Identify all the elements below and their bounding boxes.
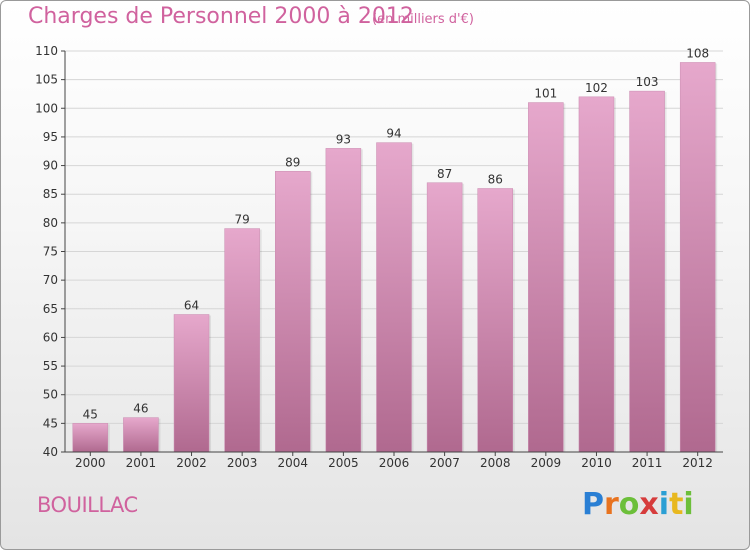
bar-2002: [173, 314, 210, 453]
data-label-2006: 94: [386, 127, 401, 141]
bar-layer: 45 46 64 79 89 93 94 87 86 101 102 103 108: [72, 46, 718, 453]
logo-letter: o: [618, 487, 640, 522]
commune-name: BOUILLAC: [37, 493, 138, 517]
bar-2012: [679, 62, 716, 453]
y-tick-label: 60: [43, 330, 58, 344]
data-label-2002: 64: [184, 299, 199, 313]
y-tick-label: 50: [43, 388, 58, 402]
bar-2000: [72, 423, 109, 453]
y-tick-label: 70: [43, 273, 58, 287]
logo-letter: t: [669, 487, 684, 522]
logo-letter: r: [604, 487, 619, 522]
x-tick-label: 2007: [429, 456, 460, 470]
logo-letter: P: [582, 487, 604, 522]
bar-2007: [426, 182, 463, 453]
logo-letter: i: [658, 487, 670, 522]
x-tick-label: 2002: [176, 456, 207, 470]
axis-layer: 40 45 50 55 60 65 70 75 80 85 90 95 100 105 110 2000 200…: [35, 44, 723, 470]
bar-2009: [528, 102, 564, 453]
data-label-2000: 45: [83, 407, 98, 421]
y-tick-label: 105: [35, 73, 58, 87]
data-label-2004: 89: [285, 155, 300, 169]
y-tick-label: 40: [43, 445, 58, 459]
bar-2008: [477, 188, 513, 453]
x-tick-label: 2012: [682, 456, 713, 470]
data-label-2009: 101: [534, 87, 557, 101]
y-tick-label: 65: [43, 302, 58, 316]
proxiti-logo: Proxiti: [582, 487, 694, 522]
y-tick-label: 85: [43, 187, 58, 201]
x-tick-label: 2004: [277, 456, 308, 470]
x-tick-label: 2005: [328, 456, 359, 470]
x-tick-label: 2008: [480, 456, 511, 470]
chart-subtitle: (en milliers d'€): [372, 12, 474, 27]
x-tick-label: 2011: [632, 456, 663, 470]
bar-2006: [376, 142, 412, 453]
bar-2001: [123, 417, 159, 453]
bar-2010: [578, 96, 615, 453]
bar-2003: [224, 228, 260, 453]
bar-2004: [275, 171, 311, 453]
y-tick-label: 75: [43, 245, 58, 259]
data-label-2011: 103: [636, 75, 659, 89]
logo-letter: x: [639, 487, 659, 522]
x-tick-label: 2006: [379, 456, 410, 470]
bar-2011: [629, 90, 665, 453]
data-label-2012: 108: [686, 46, 709, 60]
data-label-2003: 79: [235, 213, 250, 227]
x-tick-label: 2010: [581, 456, 612, 470]
y-tick-label: 45: [43, 416, 58, 430]
data-label-2001: 46: [133, 402, 148, 416]
data-label-2005: 93: [336, 132, 351, 146]
x-tick-label: 2003: [227, 456, 258, 470]
x-tick-label: 2000: [75, 456, 106, 470]
chart-title: Charges de Personnel 2000 à 2012: [28, 4, 414, 29]
y-tick-label: 90: [43, 159, 58, 173]
x-tick-label: 2009: [531, 456, 562, 470]
y-tick-label: 110: [35, 44, 58, 58]
y-tick-label: 80: [43, 216, 58, 230]
bar-2005: [325, 148, 362, 453]
data-label-2010: 102: [585, 81, 608, 95]
y-tick-label: 100: [35, 101, 58, 115]
data-label-2008: 86: [488, 172, 503, 186]
y-tick-label: 55: [43, 359, 58, 373]
y-tick-label: 95: [43, 130, 58, 144]
logo-letter: i: [683, 487, 694, 522]
data-label-2007: 87: [437, 167, 452, 181]
x-tick-label: 2001: [126, 456, 157, 470]
